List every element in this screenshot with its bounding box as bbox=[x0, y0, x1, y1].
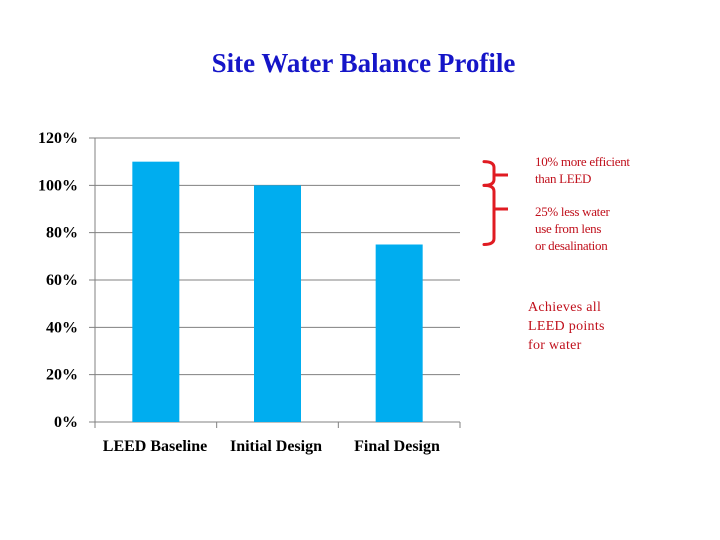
annotation-water-reduction: 25% less water use from lens or desalina… bbox=[535, 204, 610, 253]
y-tick-label: 40% bbox=[46, 319, 78, 336]
bracket bbox=[482, 160, 496, 187]
y-tick-label: 20% bbox=[46, 367, 78, 384]
y-tick-label: 120% bbox=[38, 130, 78, 147]
annotation-efficiency: 10% more efficient than LEED bbox=[535, 154, 630, 186]
bar bbox=[132, 161, 180, 422]
y-tick-label: 0% bbox=[54, 414, 78, 431]
x-category-label: LEED Baseline bbox=[103, 438, 207, 455]
x-category-label: Final Design bbox=[354, 438, 440, 455]
chart-title: Site Water Balance Profile bbox=[211, 48, 516, 78]
bracket bbox=[482, 183, 496, 246]
y-tick-label: 100% bbox=[38, 177, 78, 194]
annotation-leed-points: Achieves all LEED points for water bbox=[528, 300, 605, 353]
bar bbox=[254, 185, 301, 422]
bar bbox=[375, 244, 423, 422]
x-category-label: Initial Design bbox=[230, 438, 322, 455]
y-tick-label: 80% bbox=[46, 225, 78, 242]
y-tick-label: 60% bbox=[46, 272, 78, 289]
